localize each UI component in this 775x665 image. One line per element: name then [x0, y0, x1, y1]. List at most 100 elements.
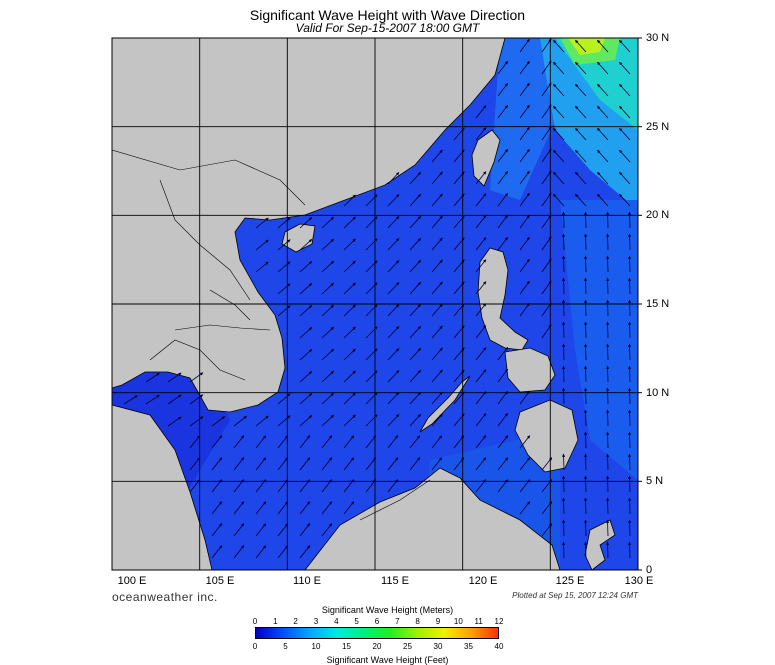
wave-arrow [475, 215, 487, 229]
wave-arrow [343, 194, 356, 207]
wave-arrow [189, 372, 204, 383]
wave-arrow [299, 523, 311, 537]
wave-arrow [583, 277, 588, 295]
wave-arrow [475, 435, 487, 449]
wave-arrow [409, 259, 422, 273]
wave-arrow [277, 283, 291, 295]
wave-arrow [233, 435, 245, 449]
wave-arrow [343, 370, 356, 383]
wave-arrow [561, 211, 566, 229]
lat-label-30n: 30 N [646, 32, 670, 44]
wave-arrow [583, 519, 588, 537]
wave-arrow [519, 302, 530, 317]
wave-arrow [583, 387, 588, 405]
feet-tick-0: 0 [252, 642, 258, 651]
wave-arrow [519, 148, 530, 163]
wave-arrow [431, 325, 443, 339]
wave-arrow [605, 431, 610, 449]
wave-arrow [627, 497, 632, 515]
meter-tick-4: 4 [334, 617, 339, 626]
wave-arrow [255, 523, 267, 537]
wave-arrow [299, 305, 313, 317]
wave-arrow [597, 39, 609, 53]
wave-arrow [597, 105, 609, 119]
wave-arrow [321, 370, 334, 383]
wave-arrow [475, 193, 487, 207]
wave-arrow [597, 171, 609, 185]
wave-arrow [583, 233, 588, 251]
wave-arrow [605, 387, 610, 405]
colorbar-title-meters: Significant Wave Height (Meters) [321, 605, 454, 615]
luzon-island [477, 247, 529, 351]
wave-arrow [561, 277, 566, 295]
wave-arrow [541, 38, 552, 53]
wave-arrow [497, 369, 509, 383]
wave-arrow [145, 394, 160, 405]
wave-arrow [519, 82, 530, 97]
chart-subtitle: Valid For Sep-15-2007 18:00 GMT [295, 21, 480, 35]
wave-arrow [497, 435, 509, 449]
wave-arrow [627, 475, 632, 493]
wave-arrow [343, 414, 356, 427]
wave-arrow [343, 479, 355, 493]
wave-arrow [475, 479, 487, 493]
wave-arrow [519, 60, 530, 75]
wave-arrow [627, 409, 632, 427]
wave-arrow [409, 435, 421, 449]
wave-arrow [233, 545, 245, 559]
meter-tick-6: 6 [374, 617, 380, 626]
taiwan-island [471, 129, 501, 187]
wave-arrow [409, 369, 422, 383]
wave-arrow [343, 238, 356, 251]
wave-arrow [189, 394, 204, 405]
wave-arrow [619, 149, 631, 163]
wave-arrow [343, 260, 356, 273]
wave-arrow [431, 259, 443, 273]
wave-arrow [387, 326, 400, 339]
wave-arrow [277, 545, 289, 559]
wave-arrow [583, 475, 588, 493]
wave-arrow [211, 523, 223, 537]
wave-arrow [233, 501, 245, 515]
wave-arrow [497, 193, 509, 207]
wave-arrow [575, 83, 587, 97]
wave-arrow [167, 416, 182, 427]
wave-arrow [431, 171, 443, 185]
wave-arrow [365, 370, 378, 383]
wave-arrow [277, 393, 291, 405]
wave-arrow [619, 171, 631, 185]
wave-arrow [299, 457, 311, 471]
lat-label-10n: 10 N [646, 387, 670, 399]
wave-arrow [541, 148, 552, 163]
wave-arrow [597, 127, 609, 141]
lat-label-5n: 5 N [646, 475, 664, 487]
wave-arrow [299, 261, 313, 273]
feet-tick-10: 10 [311, 642, 321, 651]
wave-arrow [541, 501, 553, 515]
lat-label-20n: 20 N [646, 209, 670, 221]
wave-arrow [255, 501, 267, 515]
wave-arrow [605, 519, 610, 537]
wave-arrow [619, 127, 631, 141]
oceanweather-logo: oceanweather inc. [112, 590, 218, 604]
wave-arrow [365, 304, 378, 317]
wave-arrow [387, 238, 400, 251]
wave-arrow [343, 392, 356, 405]
wave-arrow [431, 215, 443, 229]
wave-arrow [409, 193, 422, 207]
wave-arrow [541, 236, 552, 251]
wave-arrow [255, 261, 269, 273]
lon-label-120e: 120 E [468, 575, 498, 587]
wave-arrow [321, 216, 334, 229]
wave-arrow [519, 457, 531, 471]
wave-arrow [497, 479, 509, 493]
wave-arrow [627, 431, 632, 449]
wave-arrow [453, 171, 465, 185]
border-line [174, 324, 271, 331]
wave-arrow [387, 260, 400, 273]
wave-arrow [453, 215, 465, 229]
wave-arrow [519, 104, 530, 119]
wave-arrow [343, 326, 356, 339]
sea-highwave-patch [560, 200, 638, 480]
wave-arrow [475, 391, 487, 405]
